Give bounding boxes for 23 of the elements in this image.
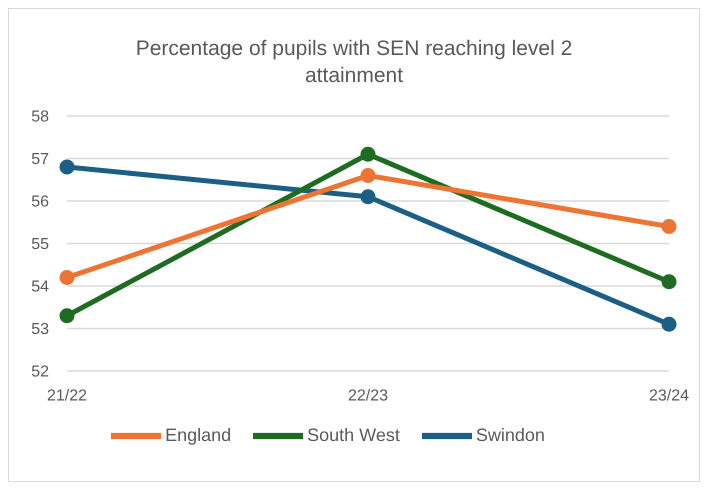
y-tick-label: 55 — [31, 236, 50, 254]
legend-label: South West — [307, 424, 400, 445]
chart-title: Percentage of pupils with SEN reaching level 2 attainment — [134, 36, 574, 89]
legend-label: Swindon — [476, 424, 545, 445]
point — [60, 160, 74, 174]
y-tick-label: 53 — [31, 321, 50, 338]
x-tick-label: 22/23 — [348, 387, 388, 404]
x-tick-label: 23/24 — [648, 387, 690, 404]
y-tick-label: 57 — [31, 151, 50, 168]
point — [662, 274, 676, 290]
point — [360, 168, 376, 183]
point — [60, 308, 74, 324]
point — [662, 219, 676, 234]
point — [662, 316, 676, 332]
y-tick-label: 52 — [31, 364, 50, 381]
point — [360, 146, 376, 162]
x-tick-label: 21/22 — [46, 387, 88, 404]
point — [60, 270, 74, 285]
point — [360, 189, 376, 204]
y-tick-label: 54 — [31, 278, 50, 296]
legend-label: England — [165, 424, 232, 445]
y-tick-label: 58 — [31, 108, 50, 126]
y-tick-label: 56 — [31, 194, 50, 211]
